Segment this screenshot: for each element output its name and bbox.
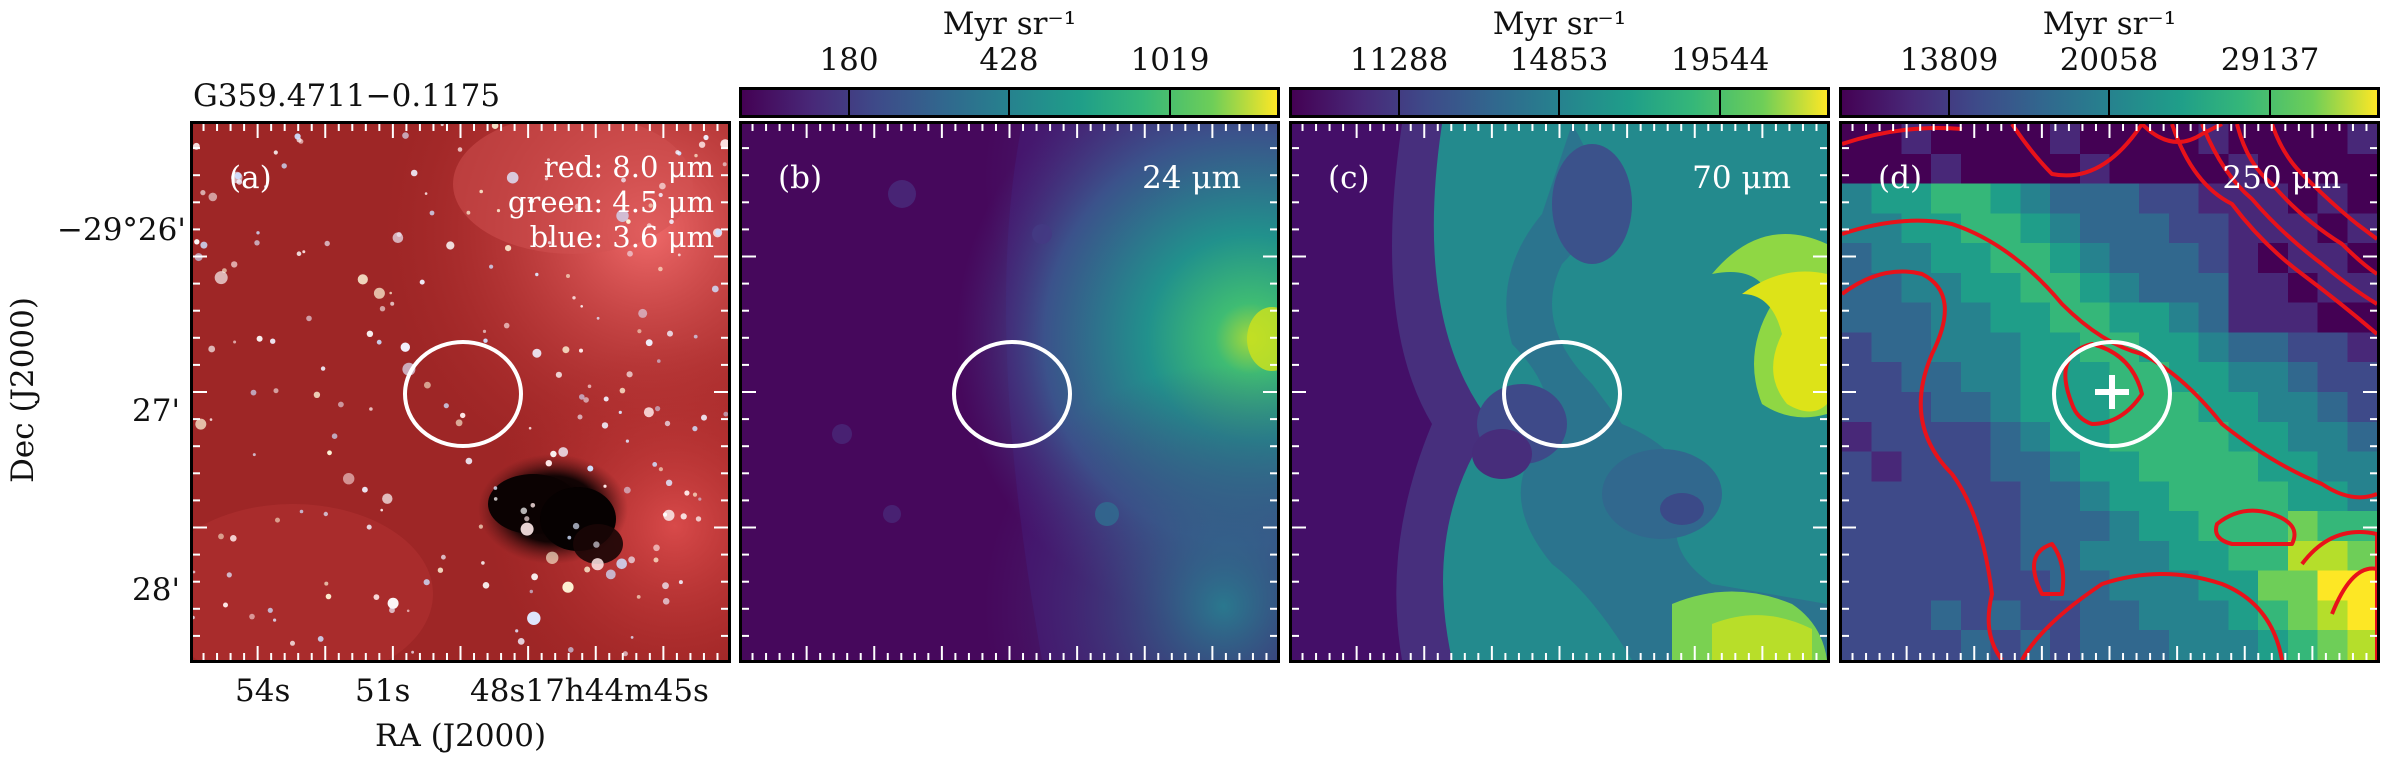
panel-d-250um-image: (d) 250 μm	[1839, 121, 2380, 663]
panel-c-70um-image: (c) 70 μm	[1289, 121, 1830, 663]
colorbar-tick-label: 428	[979, 42, 1039, 78]
target-ellipse	[1502, 340, 1622, 448]
dec-tick-label: 28'	[132, 572, 180, 608]
panel-b-24um-image: (b) 24 μm	[739, 121, 1280, 663]
band-label: 70 μm	[1692, 160, 1791, 196]
colorbar-unit: Myr sr⁻¹	[942, 6, 1077, 42]
dec-tick-label: −29°26'	[57, 212, 186, 248]
colorbar-c	[1289, 87, 1830, 118]
colorbar-tick-label: 29137	[2220, 42, 2320, 78]
panel-label: (d)	[1878, 160, 1923, 196]
panel-label: (b)	[778, 160, 823, 196]
colorbar-b	[739, 87, 1280, 118]
colorbar-tick-label: 13809	[1899, 42, 1999, 78]
source-title: G359.4711−0.1175	[193, 78, 501, 114]
panel-label: (a)	[229, 160, 272, 196]
band-label: 250 μm	[2222, 160, 2341, 196]
colorbar-d	[1839, 87, 2380, 118]
target-ellipse	[403, 340, 523, 448]
colorbar-tick-label: 14853	[1509, 42, 1609, 78]
pixel-map	[1842, 124, 2377, 660]
rgb-legend-blue: blue: 3.6 μm	[529, 220, 714, 254]
star-field	[193, 124, 728, 657]
colorbar-unit: Myr sr⁻¹	[1492, 6, 1627, 42]
target-ellipse	[952, 340, 1072, 448]
dec-tick-label: 27'	[132, 393, 180, 429]
colorbar-unit: Myr sr⁻¹	[2042, 6, 2177, 42]
colorbar-tick-label: 11288	[1349, 42, 1449, 78]
target-ellipse	[2052, 340, 2172, 448]
x-axis-label: RA (J2000)	[375, 718, 547, 754]
colorbar-tick-label: 19544	[1670, 42, 1770, 78]
rgb-legend-red: red: 8.0 μm	[543, 150, 714, 184]
ra-tick-label: 54s	[235, 673, 291, 709]
panel-a-rgb-image: (a) red: 8.0 μm green: 4.5 μm blue: 3.6 …	[190, 121, 731, 663]
panel-label: (c)	[1328, 160, 1370, 196]
colorbar-tick-label: 180	[819, 42, 879, 78]
colorbar-tick-label: 1019	[1130, 42, 1210, 78]
ra-tick-label: 48s17h44m45s	[470, 673, 709, 709]
colorbar-tick-label: 20058	[2059, 42, 2159, 78]
contours	[1842, 124, 2377, 660]
ra-tick-label: 51s	[355, 673, 411, 709]
rgb-legend-green: green: 4.5 μm	[507, 185, 714, 219]
source-position-cross	[2095, 375, 2129, 409]
band-label: 24 μm	[1142, 160, 1241, 196]
